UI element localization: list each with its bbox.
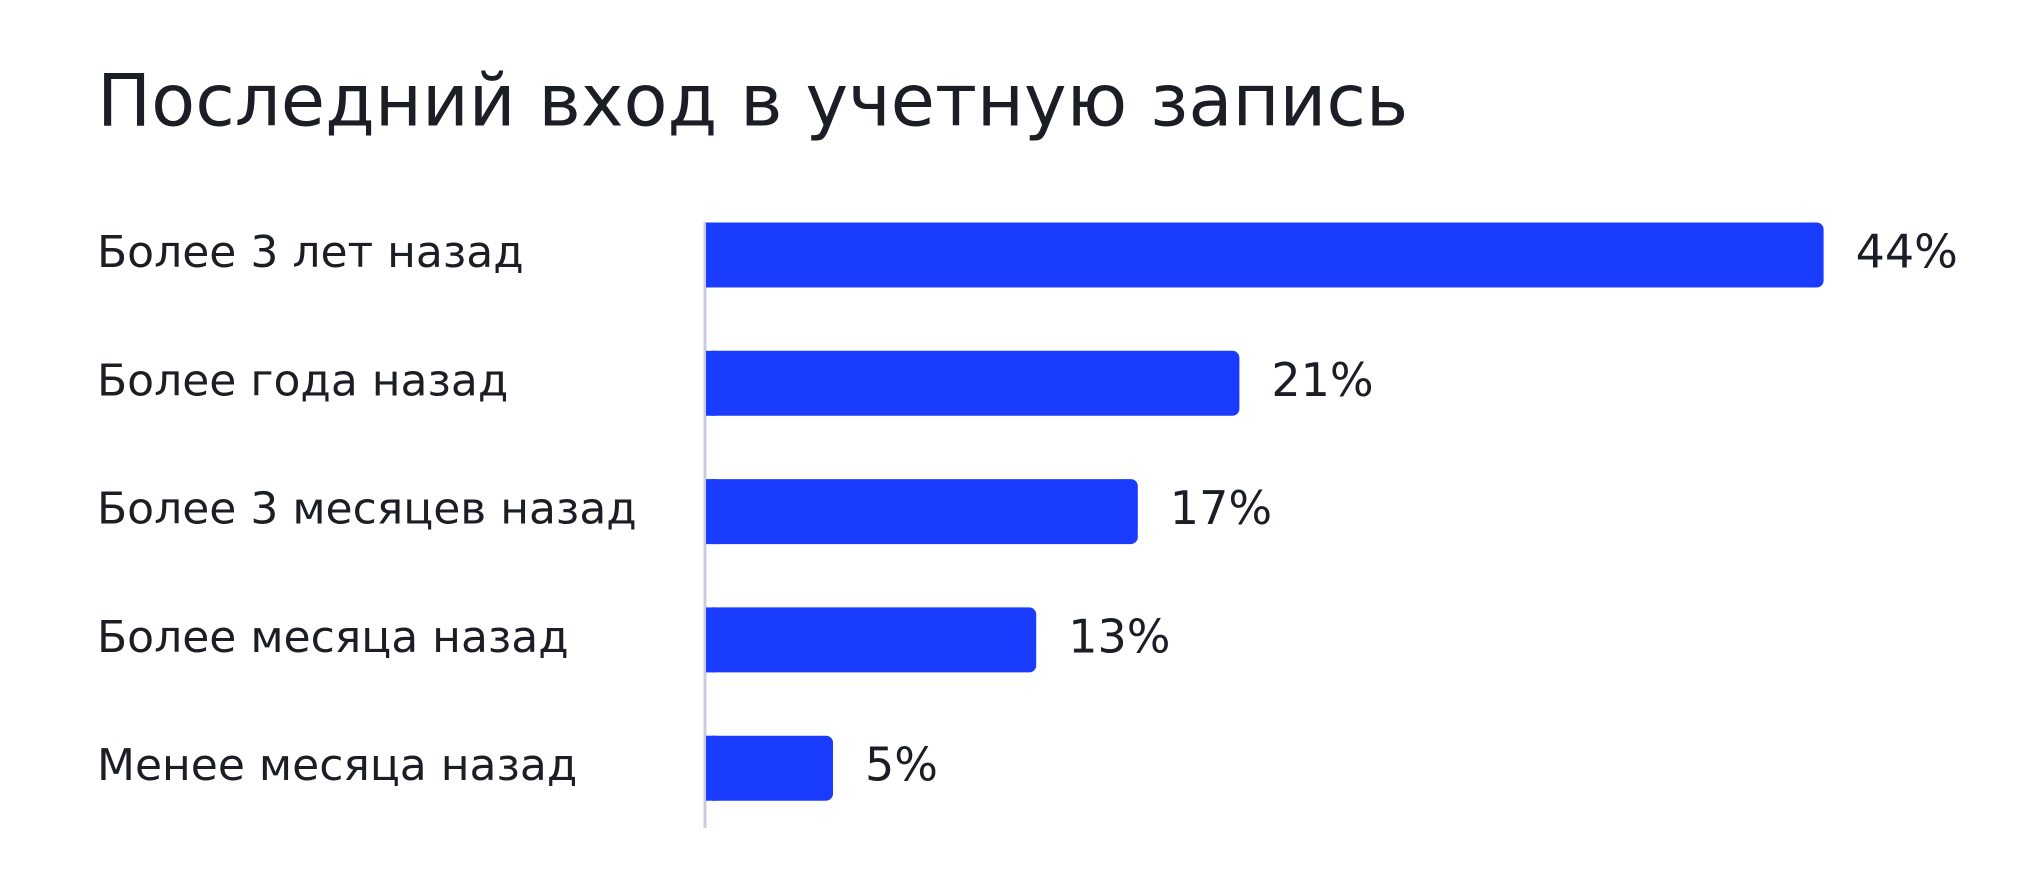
bar-left-square (706, 479, 716, 545)
value-label: 13% (1068, 609, 1170, 663)
bar (706, 222, 1824, 288)
category-label: Более 3 лет назад (97, 227, 524, 278)
bar (706, 350, 1240, 416)
value-label: 44% (1856, 225, 1958, 279)
category-label: Более года назад (97, 355, 508, 406)
bar-left-square (706, 607, 716, 673)
value-label: 21% (1271, 353, 1373, 407)
chart-title: Последний вход в учетную запись (97, 59, 1408, 143)
bar (706, 735, 833, 801)
category-label: Более 3 месяцев назад (97, 484, 637, 535)
value-label: 5% (865, 738, 938, 792)
bar-left-square (706, 350, 716, 416)
category-label: Более месяца назад (97, 612, 569, 663)
bar (706, 479, 1138, 545)
bar-left-square (706, 222, 716, 288)
value-label: 17% (1170, 481, 1272, 535)
bar (706, 607, 1037, 673)
bar-left-square (706, 735, 716, 801)
category-label: Менее месяца назад (97, 740, 577, 791)
